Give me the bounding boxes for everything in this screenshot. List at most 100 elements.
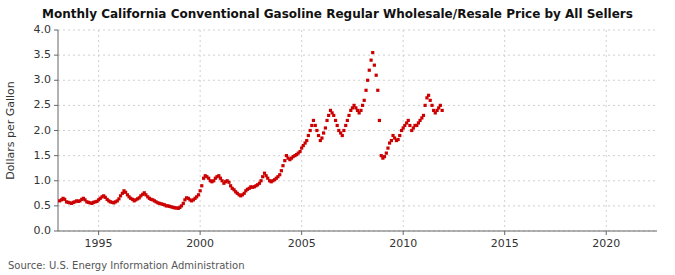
point bbox=[344, 124, 347, 127]
point bbox=[390, 139, 393, 142]
y-tick bbox=[54, 180, 58, 181]
y-tick-label: 0.0 bbox=[34, 224, 52, 237]
point bbox=[310, 124, 313, 127]
point bbox=[373, 64, 376, 67]
x-tick-label: 1995 bbox=[85, 237, 113, 250]
point bbox=[341, 134, 344, 137]
title: Monthly California Conventional Gasoline… bbox=[42, 7, 633, 21]
point bbox=[361, 104, 364, 107]
y-tick-label: 0.5 bbox=[34, 199, 52, 212]
point bbox=[283, 159, 286, 162]
y-grid-line bbox=[58, 55, 657, 56]
x-tick bbox=[403, 231, 404, 235]
point bbox=[199, 189, 202, 192]
x-tick-label: 2010 bbox=[389, 237, 417, 250]
point bbox=[430, 104, 433, 107]
y-tick bbox=[54, 130, 58, 131]
point bbox=[347, 114, 350, 117]
y-grid-line bbox=[58, 155, 657, 156]
x-grid-line bbox=[301, 30, 302, 231]
x-tick-label: 2015 bbox=[491, 237, 519, 250]
y-grid-line bbox=[58, 130, 657, 131]
point bbox=[315, 129, 318, 132]
point bbox=[385, 152, 388, 155]
point bbox=[378, 119, 381, 122]
x-axis-line bbox=[58, 231, 657, 232]
point bbox=[398, 134, 401, 137]
point bbox=[342, 129, 345, 132]
y-tick bbox=[54, 55, 58, 56]
x-tick bbox=[98, 231, 99, 235]
point bbox=[346, 119, 349, 122]
y-grid-line bbox=[58, 180, 657, 181]
point bbox=[408, 124, 411, 127]
y-tick bbox=[54, 80, 58, 81]
y-tick-label: 1.0 bbox=[34, 174, 52, 187]
x-tick bbox=[301, 231, 302, 235]
point bbox=[364, 89, 367, 92]
point bbox=[383, 155, 386, 158]
y-tick-label: 4.0 bbox=[34, 23, 52, 36]
point bbox=[317, 134, 320, 137]
x-tick-label: 2000 bbox=[186, 237, 214, 250]
y-grid-line bbox=[58, 105, 657, 106]
x-grid-line bbox=[200, 30, 201, 231]
y-tick-label: 3.0 bbox=[34, 73, 52, 86]
point bbox=[200, 184, 203, 187]
x-tick-label: 2020 bbox=[592, 237, 620, 250]
point bbox=[280, 169, 283, 172]
point bbox=[397, 138, 400, 141]
point bbox=[332, 114, 335, 117]
y-tick bbox=[54, 231, 58, 232]
point bbox=[309, 129, 312, 132]
point bbox=[197, 193, 200, 196]
point bbox=[334, 119, 337, 122]
point bbox=[278, 173, 281, 176]
point bbox=[366, 79, 369, 82]
point bbox=[427, 94, 430, 97]
x-tick-label: 2005 bbox=[288, 237, 316, 250]
points bbox=[58, 51, 444, 210]
point bbox=[314, 124, 317, 127]
point bbox=[422, 114, 425, 117]
y-grid-line bbox=[58, 231, 657, 232]
y-tick-label: 3.5 bbox=[34, 48, 52, 61]
x-grid-line bbox=[606, 30, 607, 231]
chart: 0.00.51.01.52.02.53.03.54.01995200020052… bbox=[0, 0, 675, 275]
point bbox=[307, 134, 310, 137]
source-note: Source: U.S. Energy Information Administ… bbox=[8, 260, 245, 271]
y-axis-label: Dollars per Gallon bbox=[4, 81, 17, 180]
point bbox=[324, 126, 327, 129]
point bbox=[386, 146, 389, 149]
point bbox=[325, 119, 328, 122]
x-tick bbox=[200, 231, 201, 235]
y-tick bbox=[54, 30, 58, 31]
point bbox=[298, 150, 301, 153]
y-grid-line bbox=[58, 80, 657, 81]
point bbox=[117, 197, 120, 200]
point bbox=[312, 119, 315, 122]
point bbox=[182, 202, 185, 205]
point bbox=[322, 131, 325, 134]
point bbox=[368, 69, 371, 72]
y-grid-line bbox=[58, 30, 657, 31]
point bbox=[259, 179, 262, 182]
point bbox=[327, 114, 330, 117]
point bbox=[371, 51, 374, 54]
point bbox=[305, 139, 308, 142]
point bbox=[363, 99, 366, 102]
point bbox=[281, 164, 284, 167]
y-tick-label: 1.5 bbox=[34, 149, 52, 162]
y-tick-label: 2.0 bbox=[34, 124, 52, 137]
point bbox=[320, 136, 323, 139]
point bbox=[336, 124, 339, 127]
y-tick bbox=[54, 105, 58, 106]
point bbox=[407, 119, 410, 122]
point bbox=[359, 109, 362, 112]
x-tick bbox=[504, 231, 505, 235]
y-tick bbox=[54, 155, 58, 156]
y-grid-line bbox=[58, 205, 657, 206]
x-tick bbox=[606, 231, 607, 235]
point bbox=[227, 181, 230, 184]
point bbox=[376, 89, 379, 92]
